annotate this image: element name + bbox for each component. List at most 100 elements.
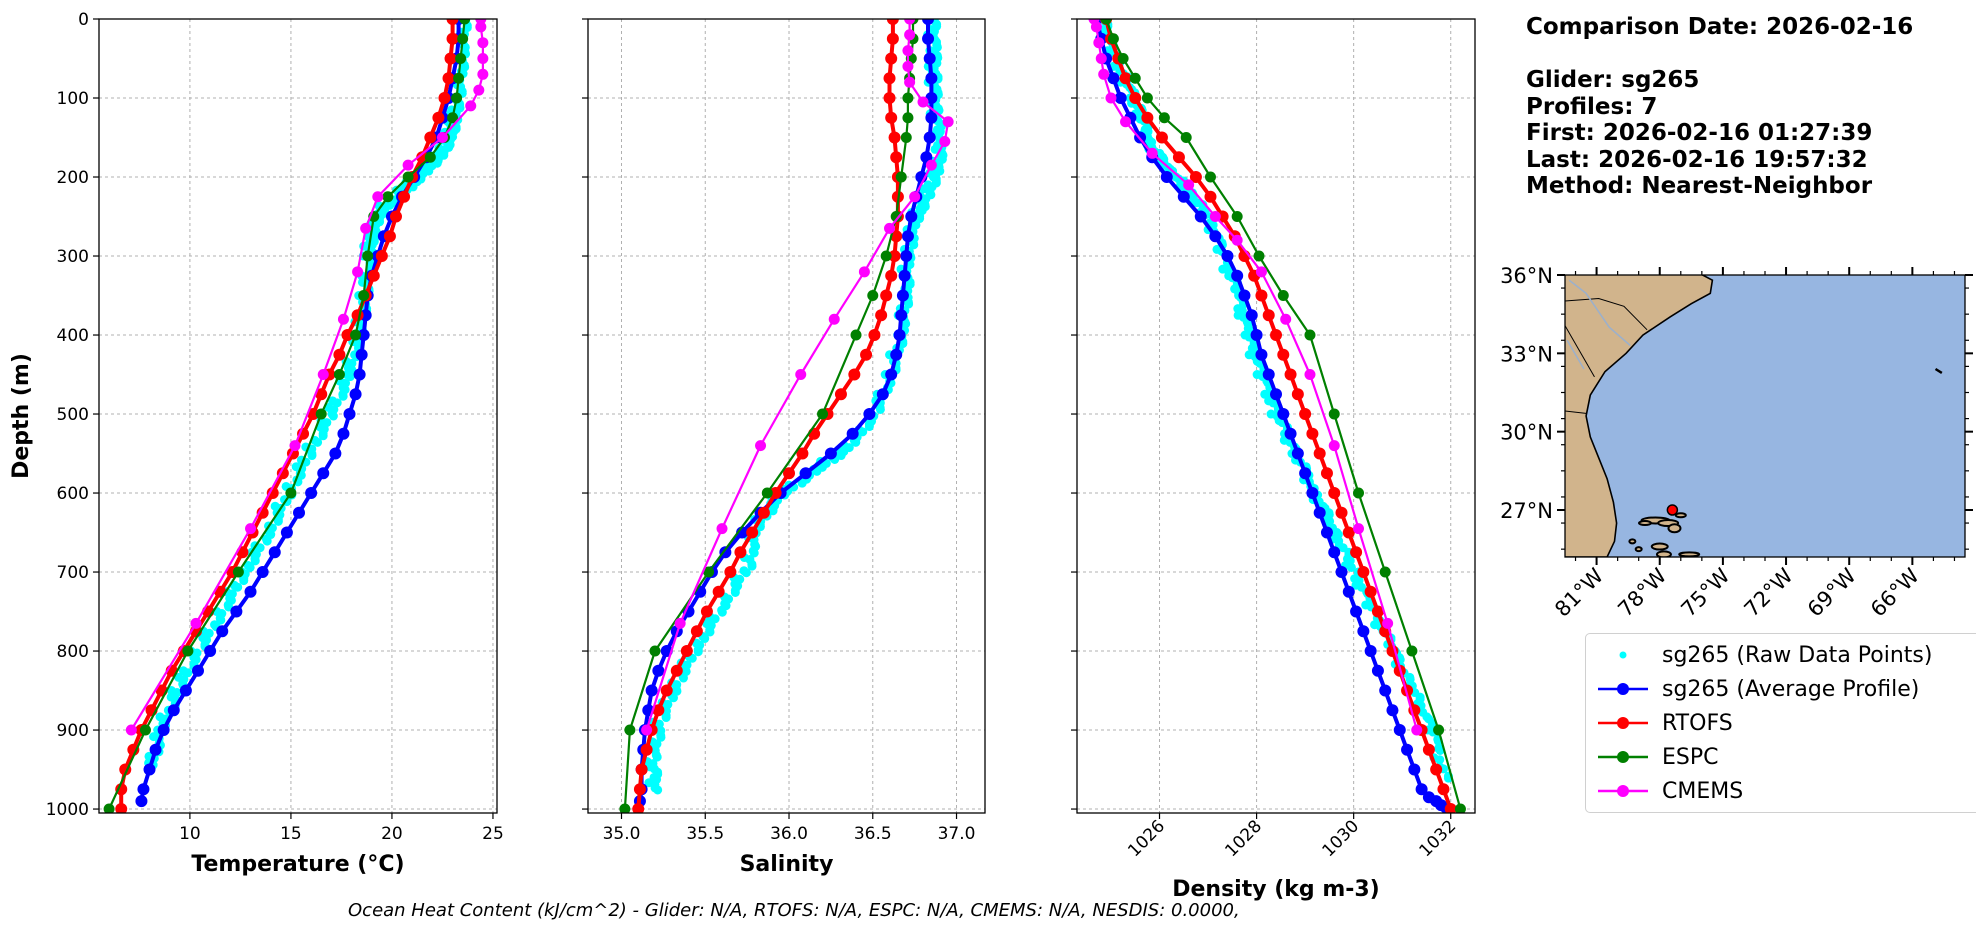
- legend-swatch-rtofs: [1594, 708, 1652, 738]
- raw-data-point: [262, 536, 272, 546]
- data-point: [1371, 664, 1384, 677]
- data-point: [817, 408, 829, 420]
- data-point: [890, 211, 902, 223]
- data-point: [1320, 526, 1333, 539]
- raw-data-point: [747, 561, 757, 571]
- raw-data-point: [864, 422, 874, 432]
- data-point: [1098, 68, 1110, 80]
- data-point: [746, 526, 759, 539]
- series-line: [637, 19, 934, 802]
- data-point: [632, 803, 645, 813]
- data-point: [453, 72, 465, 84]
- data-point: [350, 329, 362, 341]
- data-point: [349, 388, 362, 401]
- data-point: [1342, 526, 1355, 539]
- legend: sg265 (Raw Data Points) sg265 (Average P…: [1585, 633, 1976, 813]
- data-point: [886, 19, 899, 25]
- data-point: [341, 329, 354, 342]
- data-point: [1231, 211, 1243, 223]
- data-point: [1107, 72, 1120, 85]
- data-point: [402, 171, 414, 183]
- data-point: [876, 388, 889, 401]
- data-point: [1093, 37, 1105, 49]
- data-point: [898, 269, 911, 282]
- data-point: [293, 506, 306, 519]
- raw-data-point: [233, 582, 243, 592]
- data-point: [465, 100, 477, 112]
- data-point: [828, 313, 840, 325]
- data-point: [922, 19, 935, 25]
- data-point: [1183, 179, 1195, 191]
- data-point: [1255, 348, 1268, 361]
- x-tick-label: 1026: [1124, 816, 1169, 861]
- data-point: [268, 546, 281, 559]
- data-point: [680, 645, 693, 658]
- data-point: [1270, 329, 1282, 342]
- raw-data-point: [730, 587, 740, 597]
- data-point: [917, 96, 929, 108]
- data-point: [834, 388, 847, 401]
- raw-data-point: [904, 299, 914, 309]
- data-point: [1120, 116, 1132, 128]
- data-point: [700, 605, 713, 618]
- data-point: [886, 32, 899, 45]
- data-point: [1146, 147, 1158, 159]
- legend-swatch-graphic: [1598, 683, 1648, 695]
- plot-area: [103, 19, 489, 813]
- raw-data-point: [710, 614, 720, 624]
- data-point: [446, 32, 459, 45]
- data-point: [1129, 72, 1141, 84]
- data-point: [670, 664, 683, 677]
- raw-data-point: [307, 451, 317, 461]
- data-point: [329, 447, 342, 460]
- data-point: [398, 190, 411, 203]
- data-point: [1277, 290, 1289, 302]
- data-point: [1141, 111, 1154, 124]
- data-point: [904, 29, 916, 41]
- raw-data-point: [245, 562, 255, 572]
- data-point: [902, 92, 914, 104]
- x-tick-label: 35.5: [686, 824, 724, 844]
- raw-data-point: [318, 431, 328, 441]
- data-point: [1100, 19, 1112, 25]
- state-border: [1565, 324, 1595, 378]
- axes-frame: [1076, 18, 1476, 814]
- data-point: [459, 19, 471, 25]
- ohc-footer: Ocean Heat Content (kJ/cm^2) - Glider: N…: [348, 900, 1240, 921]
- y-tick-label: 600: [57, 484, 89, 504]
- data-point: [922, 32, 935, 45]
- data-point: [1277, 408, 1290, 421]
- axes-frame: [587, 18, 986, 814]
- data-point: [925, 159, 937, 171]
- data-point: [1379, 566, 1391, 578]
- plot-temperature: 10 15 20 25 0 100 200 300 400 500 600 700 800 900 1000…: [9, 10, 504, 877]
- data-point: [357, 329, 370, 342]
- plot-area: [1088, 19, 1466, 813]
- x-tick-label: 36.0: [770, 824, 808, 844]
- island: [1667, 523, 1682, 534]
- data-point: [416, 151, 429, 164]
- raw-data-point: [1435, 745, 1445, 755]
- y-tick-label: 500: [57, 405, 89, 425]
- data-point: [904, 19, 916, 25]
- x-tick-label: 1030: [1318, 816, 1363, 861]
- data-point: [890, 151, 903, 164]
- data-point: [353, 368, 366, 381]
- data-point: [690, 625, 703, 638]
- data-point: [477, 37, 489, 49]
- legend-swatch-raw: [1594, 640, 1652, 670]
- data-point: [1209, 230, 1222, 243]
- data-point: [1335, 566, 1348, 579]
- data-point: [902, 45, 914, 57]
- raw-data-point: [661, 713, 671, 723]
- data-point: [1245, 309, 1258, 322]
- data-point: [902, 60, 914, 72]
- legend-item-cmems: CMEMS: [1586, 776, 1743, 806]
- raw-data-point: [345, 372, 355, 382]
- data-point: [355, 348, 368, 361]
- data-point: [645, 684, 658, 697]
- data-point: [1119, 72, 1132, 85]
- series-cmems: [641, 19, 954, 736]
- legend-swatch-graphic: [1598, 785, 1648, 797]
- data-point: [143, 763, 156, 776]
